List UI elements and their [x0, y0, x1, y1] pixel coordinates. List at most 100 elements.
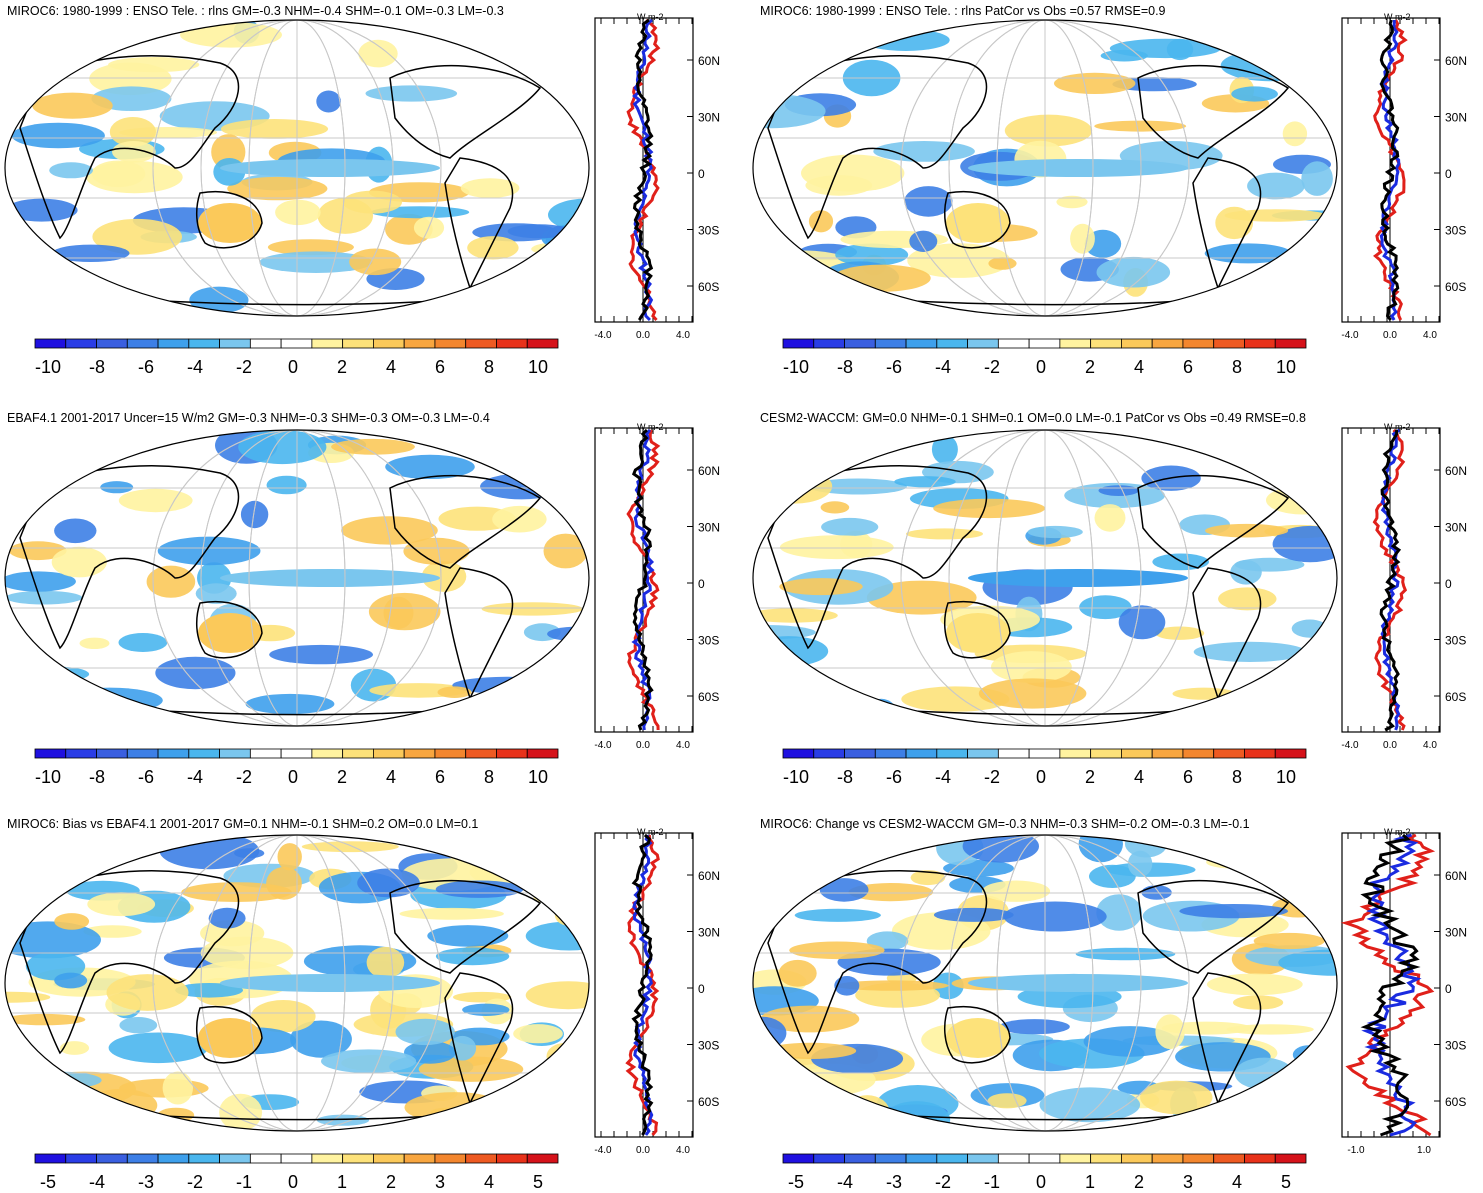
zonal-mean-plot: W m-2 60N 30N 0 30S 60S -1.0 1.0 — [1340, 827, 1467, 1156]
anomaly-region — [180, 22, 282, 48]
colorbar-swatch — [1121, 338, 1153, 349]
map-border — [752, 19, 1338, 317]
australia-region — [198, 1018, 262, 1058]
colorbar-swatch — [311, 748, 344, 759]
coastline — [767, 870, 988, 1055]
anomaly-region — [5, 571, 76, 592]
anomaly-region — [175, 983, 244, 998]
colorbar-swatch — [1151, 748, 1184, 759]
colorbar-tick-label: -6 — [138, 767, 154, 787]
map-border — [752, 429, 1338, 727]
latitude-label: 0 — [698, 167, 705, 181]
anomaly-region — [1247, 172, 1305, 200]
anomaly-region — [146, 565, 196, 598]
anomaly-region — [789, 941, 885, 960]
coastline — [389, 879, 542, 974]
colorbar-swatch — [280, 748, 313, 759]
anomaly-region — [757, 469, 833, 504]
anomaly-region — [219, 1093, 263, 1131]
zonal-series-line — [626, 18, 661, 322]
anomaly-region — [933, 907, 1014, 922]
latitude-label: 30S — [1445, 224, 1466, 238]
colorbar-swatch — [526, 1153, 559, 1164]
anomaly-region — [467, 236, 519, 260]
colorbar-swatch — [249, 338, 282, 349]
anomaly-region — [341, 516, 438, 545]
zonal-series-line — [1379, 429, 1402, 732]
global-map — [4, 19, 590, 317]
anomaly-region — [546, 1043, 584, 1070]
zonal-tick-label: 1.0 — [1417, 1145, 1431, 1156]
colorbar-swatch — [874, 338, 907, 349]
coastline — [1137, 474, 1290, 569]
colorbar-swatch — [403, 748, 436, 759]
colorbar-swatch — [1182, 338, 1215, 349]
equatorial-band — [220, 159, 440, 177]
global-map — [752, 834, 1338, 1132]
colorbar-tick-label: -6 — [886, 767, 902, 787]
anomaly-region — [504, 1104, 529, 1120]
anomaly-region — [1218, 587, 1277, 611]
colorbar-tick-label: 2 — [386, 1172, 396, 1192]
anomaly-region — [525, 981, 589, 1010]
coastline — [19, 55, 240, 240]
zonal-tick-label: 0.0 — [1383, 740, 1397, 751]
anomaly-region — [290, 1020, 352, 1058]
anomaly-region — [1206, 973, 1303, 996]
latitude-label: 0 — [698, 982, 705, 996]
anomaly-region — [51, 546, 107, 578]
zonal-tick-label: 0.0 — [636, 1145, 650, 1156]
colorbar-tick-label: 0 — [1036, 357, 1046, 377]
latitude-label: 60N — [698, 869, 720, 883]
colorbar-swatch — [1182, 1153, 1215, 1164]
coastline — [389, 474, 542, 569]
anomaly-region — [1229, 691, 1314, 713]
colorbar-swatch — [342, 1153, 374, 1164]
zonal-tick-label: 4.0 — [676, 740, 690, 751]
anomaly-region — [155, 656, 236, 690]
anomaly-region — [525, 921, 589, 951]
colorbar-tick-label: 4 — [484, 1172, 494, 1192]
colorbar-swatch — [874, 748, 907, 759]
anomaly-region — [21, 1071, 102, 1089]
latitude-label: 0 — [698, 577, 705, 591]
colorbar: -10 -8 -6 -4 -2 0 2 4 6 8 10 — [782, 338, 1307, 377]
anomaly-region — [1140, 1080, 1213, 1115]
anomaly-region — [92, 218, 182, 255]
zonal-tick-label: 0.0 — [636, 740, 650, 751]
anomaly-region — [403, 537, 470, 565]
anomaly-region — [5, 442, 81, 472]
anomaly-region — [277, 843, 302, 871]
anomaly-region — [208, 907, 246, 929]
zonal-frame — [594, 427, 694, 733]
panel-title: MIROC6: 1980-1999 : ENSO Tele. : rlns Pa… — [760, 4, 1166, 18]
anomaly-region — [753, 1089, 799, 1121]
anomaly-region — [753, 702, 839, 716]
colorbar-swatch — [967, 1153, 999, 1164]
anomaly-region — [418, 1056, 524, 1082]
colorbar-tick-label: -1 — [236, 1172, 252, 1192]
anomaly-region — [1205, 523, 1289, 538]
colorbar-tick-label: -2 — [984, 767, 1000, 787]
zonal-frame — [1341, 832, 1441, 1138]
colorbar-swatch — [373, 338, 405, 349]
australia-region — [198, 203, 262, 243]
anomaly-region — [267, 239, 354, 256]
colorbar-tick-label: -5 — [788, 1172, 804, 1192]
anomaly-region — [909, 230, 938, 252]
colorbar-tick-label: -4 — [89, 1172, 105, 1192]
colorbar-swatch — [813, 338, 845, 349]
colorbar-tick-label: 10 — [528, 767, 548, 787]
colorbar-tick-label: 0 — [1036, 1172, 1046, 1192]
anomaly-region — [111, 141, 156, 163]
anomaly-region — [6, 1090, 54, 1107]
zonal-unit-label: W m-2 — [637, 12, 664, 22]
colorbar-swatch — [157, 338, 190, 349]
colorbar-swatch — [96, 748, 128, 759]
colorbar-tick-label: 6 — [435, 767, 445, 787]
anomaly-region — [108, 57, 200, 73]
colorbar-swatch — [434, 338, 467, 349]
latitude-label: 30S — [698, 634, 719, 648]
anomaly-region — [358, 39, 398, 68]
anomaly-region — [778, 959, 817, 987]
